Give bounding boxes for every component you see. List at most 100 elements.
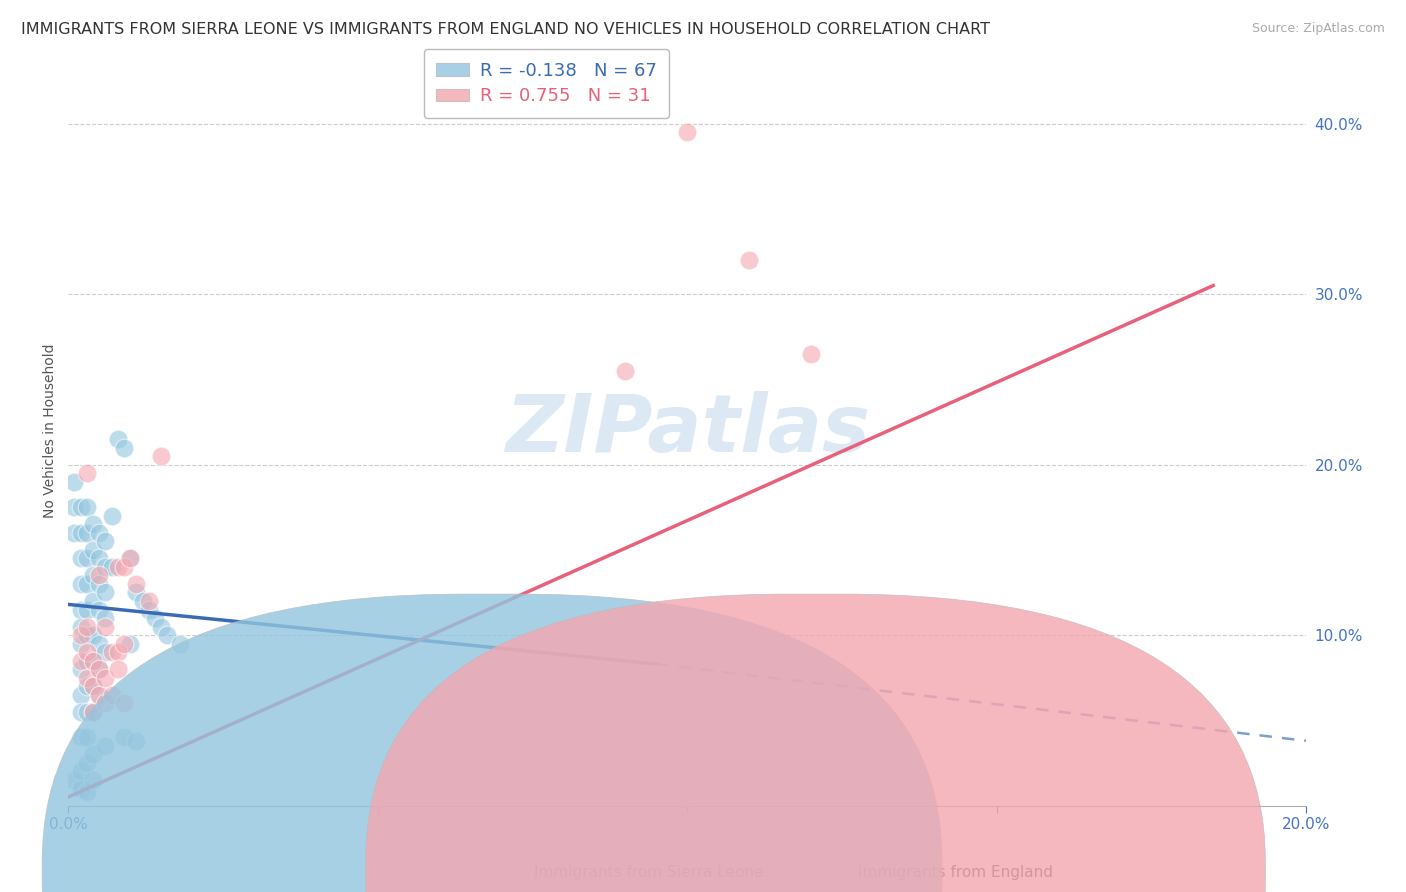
Point [89,577,111,591]
Point [82,679,104,693]
Point [76,619,98,633]
Point [800,347,823,361]
Point [125,585,148,599]
Point [69,525,91,540]
Point [89,568,111,582]
Point [89,602,111,616]
Point [107,662,129,676]
Point [69,577,91,591]
Legend: R = -0.138   N = 67, R = 0.755   N = 31: R = -0.138 N = 67, R = 0.755 N = 31 [423,49,669,118]
Point [63,475,86,489]
Point [69,688,91,702]
Point [107,560,129,574]
Point [76,671,98,685]
Point [76,654,98,668]
Point [82,542,104,557]
Point [76,756,98,770]
Point [100,645,122,659]
Text: ZIPatlas: ZIPatlas [505,392,870,469]
Point [100,508,122,523]
Point [120,637,142,651]
Point [76,525,98,540]
Point [125,577,148,591]
Point [131,594,153,608]
Point [89,688,111,702]
Point [69,705,91,719]
Point [76,577,98,591]
Point [676,125,699,139]
Point [89,662,111,676]
Text: Source: ZipAtlas.com: Source: ZipAtlas.com [1251,22,1385,36]
Point [69,551,91,566]
Point [76,785,98,799]
Point [76,731,98,745]
Point [76,628,98,642]
Point [120,551,142,566]
Point [69,662,91,676]
Point [82,628,104,642]
Point [76,551,98,566]
Point [143,611,166,625]
Point [107,645,129,659]
Point [100,688,122,702]
Point [112,696,135,710]
Point [69,637,91,651]
Point [112,560,135,574]
Point [94,611,117,625]
Point [76,705,98,719]
Point [138,602,160,616]
Point [69,500,91,515]
Point [94,619,117,633]
Point [63,525,86,540]
Point [94,560,117,574]
Point [125,733,148,747]
Point [120,551,142,566]
Point [82,568,104,582]
Point [69,764,91,779]
Point [89,662,111,676]
Point [614,364,637,378]
Point [107,432,129,446]
Point [738,252,761,267]
Point [89,688,111,702]
Point [82,679,104,693]
Point [100,560,122,574]
Point [94,696,117,710]
Point [94,534,117,549]
Point [89,637,111,651]
Point [69,628,91,642]
Y-axis label: No Vehicles in Household: No Vehicles in Household [44,343,58,517]
Point [82,654,104,668]
Point [150,449,173,463]
Point [82,747,104,762]
Point [82,772,104,787]
Point [89,525,111,540]
Point [69,602,91,616]
Point [112,637,135,651]
Text: IMMIGRANTS FROM SIERRA LEONE VS IMMIGRANTS FROM ENGLAND NO VEHICLES IN HOUSEHOLD: IMMIGRANTS FROM SIERRA LEONE VS IMMIGRAN… [21,22,990,37]
Point [76,679,98,693]
Point [94,585,117,599]
Point [82,705,104,719]
Point [76,602,98,616]
Point [76,645,98,659]
Point [150,619,173,633]
Point [76,500,98,515]
Point [69,654,91,668]
Text: Immigrants from Sierra Leone: Immigrants from Sierra Leone [534,865,763,880]
Point [94,739,117,753]
Text: Immigrants from England: Immigrants from England [858,865,1053,880]
Point [112,731,135,745]
Point [169,637,191,651]
Point [138,594,160,608]
Point [76,466,98,480]
Point [89,551,111,566]
Point [156,628,179,642]
Point [82,594,104,608]
Point [69,781,91,796]
Point [82,517,104,532]
Point [63,500,86,515]
Point [69,619,91,633]
Point [63,772,86,787]
Point [112,441,135,455]
